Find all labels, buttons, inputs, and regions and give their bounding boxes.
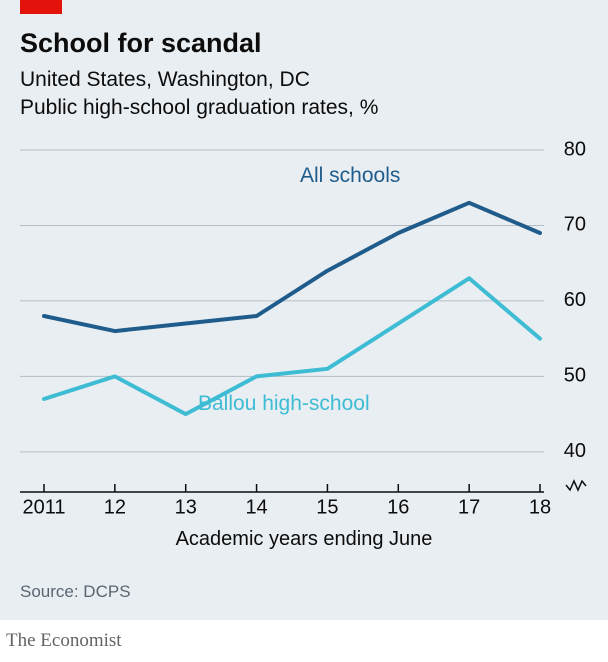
x-tick-label: 17 bbox=[458, 497, 480, 519]
source-text: Source: DCPS bbox=[20, 582, 131, 602]
x-tick-label: 18 bbox=[529, 497, 551, 519]
chart-subtitle: United States, Washington, DC bbox=[20, 68, 310, 92]
chart-title: School for scandal bbox=[20, 28, 262, 59]
y-tick-label: 40 bbox=[564, 440, 586, 462]
y-tick-label: 50 bbox=[564, 365, 586, 387]
x-tick-label: 15 bbox=[316, 497, 338, 519]
chart-subtitle2: Public high-school graduation rates, % bbox=[20, 96, 378, 120]
x-tick-label: 16 bbox=[387, 497, 409, 519]
series-line-all-schools bbox=[44, 203, 540, 331]
plot-area: 4050607080All schoolsBallou high-school2… bbox=[20, 140, 588, 510]
x-tick-label: 14 bbox=[245, 497, 267, 519]
x-axis-title: Academic years ending June bbox=[0, 528, 608, 551]
brand-red-tab bbox=[20, 0, 62, 14]
series-label-ballou-high-school: Ballou high-school bbox=[198, 392, 370, 415]
economist-chart: School for scandal United States, Washin… bbox=[0, 0, 608, 620]
x-tick-label: 12 bbox=[104, 497, 126, 519]
y-tick-label: 60 bbox=[564, 289, 586, 311]
x-tick-label: 13 bbox=[175, 497, 197, 519]
x-tick-label: 2011 bbox=[22, 497, 65, 519]
y-tick-label: 70 bbox=[564, 214, 586, 236]
series-label-all-schools: All schools bbox=[300, 164, 400, 187]
attribution-text: The Economist bbox=[0, 620, 608, 652]
axis-break-icon bbox=[566, 481, 586, 490]
chart-svg: 4050607080All schoolsBallou high-school2… bbox=[20, 140, 588, 510]
y-tick-label: 80 bbox=[564, 138, 586, 160]
